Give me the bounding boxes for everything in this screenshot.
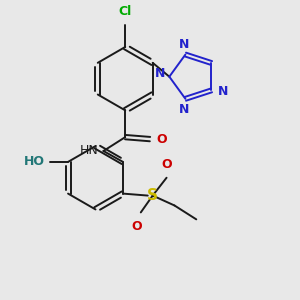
- Text: N: N: [179, 103, 190, 116]
- Text: O: O: [161, 158, 172, 171]
- Text: HO: HO: [24, 155, 45, 168]
- Text: O: O: [156, 133, 166, 146]
- Text: Cl: Cl: [118, 5, 132, 18]
- Text: S: S: [147, 188, 158, 203]
- Text: O: O: [131, 220, 142, 233]
- Text: N: N: [155, 67, 165, 80]
- Text: HN: HN: [80, 143, 98, 157]
- Text: N: N: [179, 38, 190, 51]
- Text: N: N: [218, 85, 228, 98]
